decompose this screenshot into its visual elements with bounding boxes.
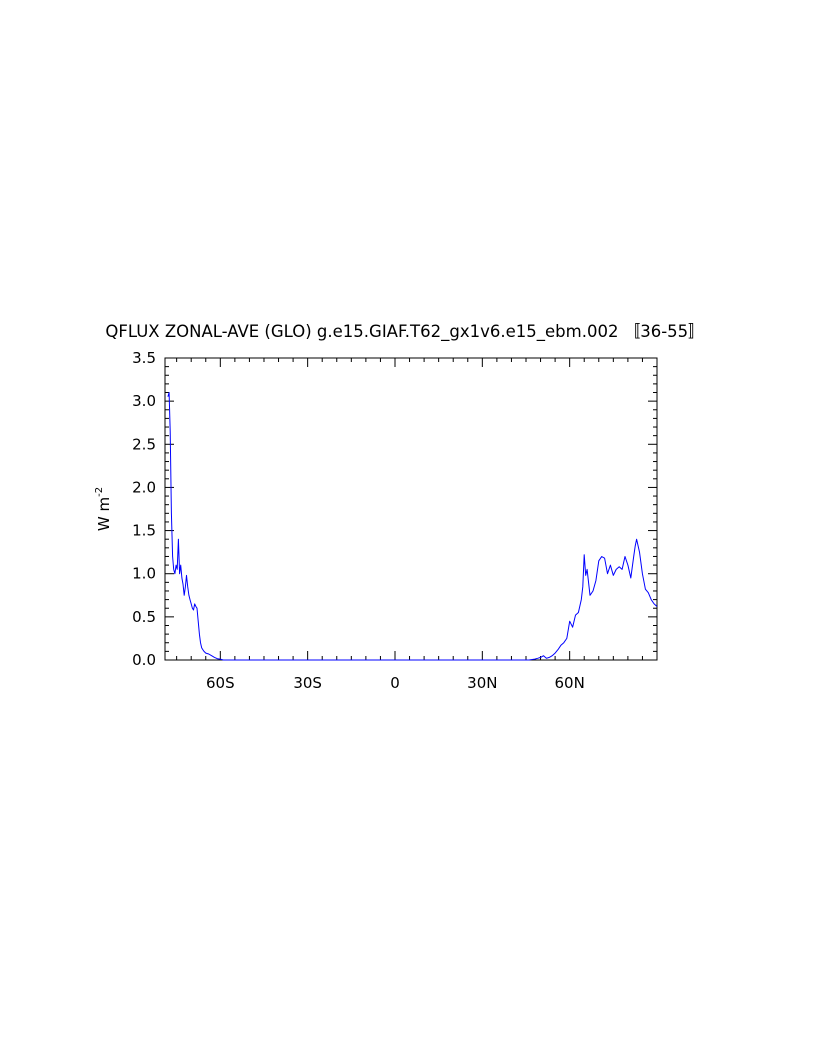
y-tick-label: 0.5 bbox=[132, 608, 156, 626]
x-tick-label: 30N bbox=[467, 674, 497, 692]
x-tick-label: 60N bbox=[555, 674, 585, 692]
y-tick-label: 2.5 bbox=[132, 435, 156, 453]
y-tick-label: 3.0 bbox=[132, 392, 156, 410]
x-tick-labels: 60S 30S 0 30N 60N bbox=[206, 674, 585, 692]
y-tick-label: 2.0 bbox=[132, 478, 156, 496]
y-tick-label: 1.0 bbox=[132, 565, 156, 583]
y-ticks bbox=[165, 357, 657, 661]
series-line bbox=[167, 392, 658, 661]
y-axis-label-exponent: -2 bbox=[94, 487, 105, 497]
svg-text:W m-2: W m-2 bbox=[94, 487, 113, 531]
y-axis-label: W m-2 bbox=[94, 487, 113, 531]
x-tick-label: 60S bbox=[206, 674, 235, 692]
axes: 60S 30S 0 30N 60N 0.0 0.5 1.0 1.5 2.0 2.5 3.0 3.5 bbox=[132, 349, 658, 692]
y-tick-label: 0.0 bbox=[132, 651, 156, 669]
y-tick-label: 1.5 bbox=[132, 522, 156, 540]
y-tick-labels: 0.0 0.5 1.0 1.5 2.0 2.5 3.0 3.5 bbox=[132, 349, 156, 669]
series-layer bbox=[167, 392, 658, 661]
plot-frame bbox=[164, 357, 658, 661]
x-tick-label: 30S bbox=[293, 674, 322, 692]
x-tick-label: 0 bbox=[390, 674, 400, 692]
y-axis-label-text: W m bbox=[95, 497, 113, 531]
chart-title: QFLUX ZONAL-AVE (GLO) g.e15.GIAF.T62_gx1… bbox=[105, 322, 704, 342]
x-ticks bbox=[176, 358, 643, 660]
y-tick-label: 3.5 bbox=[132, 349, 156, 367]
